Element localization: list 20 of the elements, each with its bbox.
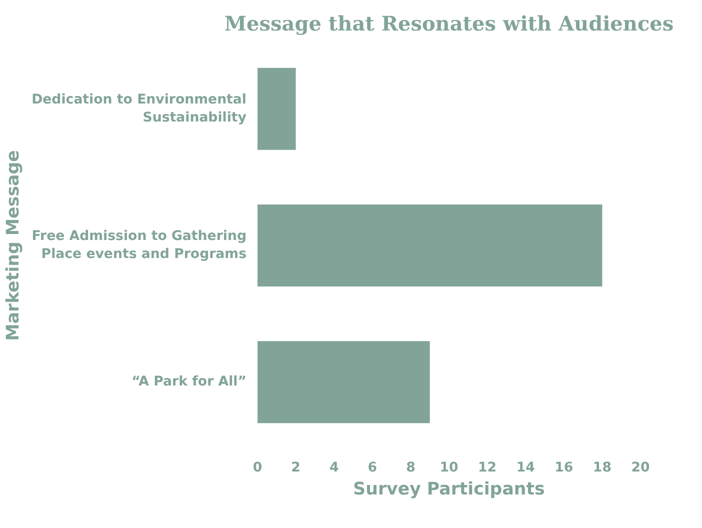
bar (258, 341, 430, 424)
x-tick-label: 4 (329, 460, 339, 476)
x-tick-label: 2 (291, 460, 300, 476)
y-axis-title: Marketing Message (4, 150, 24, 341)
y-tick-label: “A Park for All” (132, 374, 246, 390)
x-tick-label: 6 (368, 460, 378, 476)
x-tick-label: 0 (252, 460, 262, 476)
x-tick-label: 18 (592, 460, 612, 476)
y-tick-label: Dedication to Environmental Sustainability (32, 92, 247, 126)
x-tick-label: 10 (440, 460, 458, 476)
chart-title: Message that Resonates with Audiences (224, 12, 674, 36)
x-tick-label: 8 (406, 460, 416, 476)
x-tick-label: 14 (516, 460, 535, 476)
bar (258, 204, 602, 286)
x-tick-label: 16 (554, 460, 574, 476)
x-tick-label: 12 (478, 460, 497, 476)
x-axis-title: Survey Participants (353, 480, 545, 500)
bar (258, 68, 296, 150)
y-tick-label: Free Admission to Gathering Place events and Programs (32, 229, 247, 262)
x-tick-label: 20 (631, 460, 650, 476)
